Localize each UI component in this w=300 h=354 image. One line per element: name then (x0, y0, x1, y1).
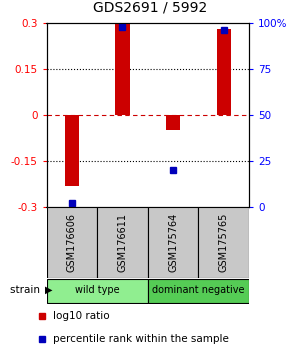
Text: GSM175764: GSM175764 (168, 213, 178, 272)
Bar (46, 279, 148, 303)
Bar (148, 279, 249, 303)
Bar (166, 115, 180, 130)
Text: log10 ratio: log10 ratio (53, 311, 110, 321)
Text: GSM176606: GSM176606 (67, 213, 77, 272)
Text: strain: strain (10, 285, 44, 295)
Text: GSM176611: GSM176611 (117, 213, 128, 272)
Text: GDS2691 / 5992: GDS2691 / 5992 (93, 0, 207, 14)
Bar (217, 29, 231, 115)
Text: GSM175765: GSM175765 (219, 213, 229, 272)
Text: wild type: wild type (75, 285, 119, 295)
Bar (65, 115, 79, 185)
Bar (97, 207, 148, 278)
Bar (148, 207, 198, 278)
Text: ▶: ▶ (45, 285, 52, 295)
Text: dominant negative: dominant negative (152, 285, 244, 295)
Bar (198, 207, 249, 278)
Bar (116, 23, 130, 115)
Text: percentile rank within the sample: percentile rank within the sample (53, 334, 229, 344)
Bar (46, 207, 97, 278)
